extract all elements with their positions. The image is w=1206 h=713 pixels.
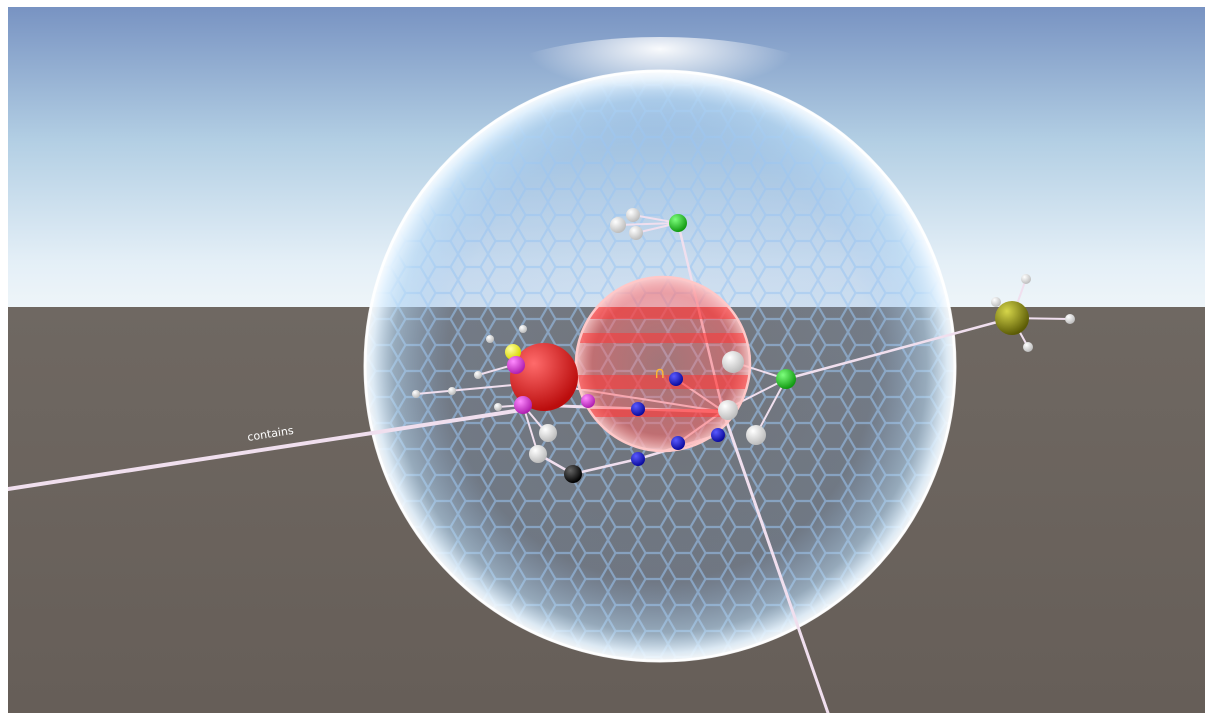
molecule-scene: contains ∩ [8, 7, 1205, 713]
atom-magenta-3[interactable] [581, 394, 595, 408]
atom-white[interactable] [746, 425, 766, 445]
atom-magenta-1[interactable] [507, 356, 525, 374]
atom-yellow[interactable] [505, 344, 521, 360]
atom-magenta-2[interactable] [514, 396, 532, 414]
atom-white[interactable] [539, 424, 557, 442]
atom-blue-5[interactable] [711, 428, 725, 442]
atom-blue-2[interactable] [669, 372, 683, 386]
atom-green-top[interactable] [669, 214, 687, 232]
atom-black[interactable] [564, 465, 582, 483]
atom-white[interactable] [529, 445, 547, 463]
atom-white-small[interactable] [474, 371, 482, 379]
atom-white-small[interactable] [1065, 314, 1075, 324]
atom-white[interactable] [626, 208, 640, 222]
edge-down [721, 409, 830, 713]
atom-white[interactable] [629, 226, 643, 240]
contains-edge [8, 407, 530, 491]
atom-blue-3[interactable] [671, 436, 685, 450]
atom-white-small[interactable] [494, 403, 502, 411]
atom-white[interactable] [718, 400, 738, 420]
atom-white-small[interactable] [412, 390, 420, 398]
atom-white-small[interactable] [486, 335, 494, 343]
atom-white-small[interactable] [991, 297, 1001, 307]
inner-red-sphere[interactable] [568, 275, 768, 453]
atom-green-right[interactable] [776, 369, 796, 389]
atom-blue-1[interactable] [631, 402, 645, 416]
atom-red-large[interactable] [510, 343, 578, 411]
intersection-symbol-label: ∩ [654, 363, 666, 382]
edge-right [784, 316, 1014, 381]
3d-viewport[interactable]: contains ∩ [8, 7, 1205, 713]
atom-white-small[interactable] [1023, 342, 1033, 352]
atoms [412, 208, 1075, 483]
atom-blue-4[interactable] [631, 452, 645, 466]
atom-olive-outside[interactable] [995, 301, 1029, 335]
atom-white-small[interactable] [1021, 274, 1031, 284]
atom-white-small[interactable] [448, 387, 456, 395]
atom-white-small[interactable] [519, 325, 527, 333]
atom-white[interactable] [722, 351, 744, 373]
atom-white[interactable] [610, 217, 626, 233]
